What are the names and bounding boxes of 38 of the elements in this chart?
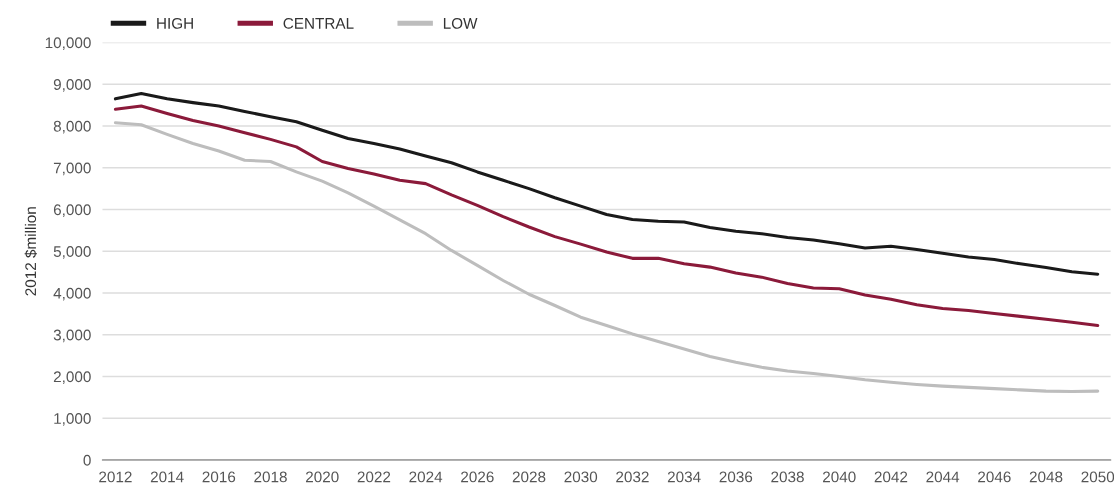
y-tick-label: 7,000: [53, 162, 91, 176]
x-tick-label: 2018: [254, 471, 287, 483]
y-tick-label: 9,000: [53, 79, 91, 92]
y-tick-label: 6,000: [53, 204, 91, 217]
y-tick-label: 1,000: [54, 413, 91, 426]
x-tick-label: 2044: [926, 471, 960, 483]
x-tick-label: 2028: [512, 471, 546, 483]
x-tick-label: 2020: [305, 471, 339, 483]
y-axis-title: 2012 $million: [24, 207, 37, 296]
x-tick-label: 2030: [564, 471, 598, 483]
x-tick-label: 2040: [823, 471, 856, 483]
x-tick-label: 2034: [667, 471, 701, 483]
x-tick-label: 2042: [874, 471, 908, 483]
legend-label: CENTRAL: [283, 17, 354, 29]
y-tick-label: 5,000: [53, 246, 91, 259]
x-tick-label: 2012: [99, 471, 132, 483]
x-tick-label: 2038: [771, 471, 804, 483]
x-tick-label: 2036: [719, 471, 753, 483]
x-tick-label: 2048: [1029, 471, 1063, 483]
x-tick-label: 2024: [409, 471, 443, 483]
x-tick-label: 2032: [616, 471, 649, 483]
x-tick-label: 2016: [202, 471, 236, 483]
y-tick-label: 3,000: [53, 329, 91, 343]
legend-label: LOW: [443, 17, 478, 29]
y-tick-label: 0: [83, 454, 91, 466]
x-tick-label: 2046: [978, 471, 1011, 483]
x-tick-label: 2050: [1081, 471, 1114, 483]
legend-label: HIGH: [157, 17, 193, 29]
line-series: [113, 91, 1100, 276]
line-series: [113, 121, 1100, 394]
line-series: [113, 104, 1100, 328]
x-tick-label: 2022: [357, 471, 391, 483]
x-tick-label: 2014: [150, 471, 184, 483]
y-tick-label: 10,000: [45, 37, 91, 50]
y-tick-label: 8,000: [53, 120, 91, 134]
y-tick-label: 2,000: [53, 371, 91, 384]
x-tick-label: 2026: [461, 471, 494, 483]
y-tick-label: 4,000: [53, 287, 91, 301]
